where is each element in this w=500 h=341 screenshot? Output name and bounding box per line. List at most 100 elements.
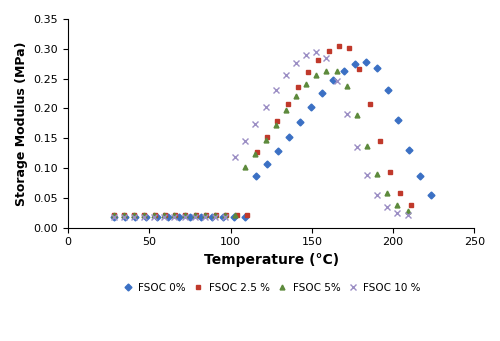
FSOC 2.5 % — [264, 135, 270, 139]
FSOC 5% — [354, 113, 360, 117]
FSOC 5% — [374, 172, 380, 176]
FSOC 0% — [428, 193, 434, 197]
FSOC 2.5 % — [316, 58, 322, 62]
FSOC 10 % — [303, 53, 309, 57]
FSOC 10 % — [364, 173, 370, 177]
FSOC 5% — [283, 108, 289, 112]
FSOC 0% — [209, 215, 215, 219]
FSOC 2.5 % — [274, 119, 280, 123]
FSOC 0% — [242, 215, 248, 219]
FSOC 5% — [252, 152, 258, 157]
Line: FSOC 2.5 %: FSOC 2.5 % — [111, 44, 413, 217]
FSOC 5% — [161, 212, 167, 217]
X-axis label: Temperature (°C): Temperature (°C) — [204, 253, 339, 267]
FSOC 2.5 % — [398, 191, 404, 195]
FSOC 0% — [406, 148, 412, 152]
FSOC 5% — [324, 69, 330, 73]
FSOC 0% — [154, 215, 160, 219]
FSOC 10 % — [242, 139, 248, 143]
FSOC 2.5 % — [295, 85, 301, 89]
FSOC 5% — [222, 212, 228, 217]
FSOC 10 % — [232, 155, 238, 159]
FSOC 0% — [297, 119, 303, 123]
FSOC 10 % — [293, 61, 299, 65]
FSOC 2.5 % — [356, 67, 362, 71]
FSOC 0% — [220, 215, 226, 219]
FSOC 10 % — [120, 215, 126, 219]
FSOC 2.5 % — [121, 212, 127, 217]
FSOC 5% — [151, 212, 157, 217]
FSOC 0% — [198, 215, 204, 219]
FSOC 0% — [330, 78, 336, 83]
FSOC 10 % — [131, 215, 137, 219]
FSOC 2.5 % — [408, 203, 414, 207]
FSOC 10 % — [314, 50, 320, 54]
FSOC 5% — [131, 212, 137, 217]
FSOC 10 % — [374, 193, 380, 197]
FSOC 0% — [286, 134, 292, 138]
FSOC 2.5 % — [142, 212, 148, 217]
FSOC 2.5 % — [203, 212, 209, 217]
FSOC 10 % — [354, 145, 360, 149]
FSOC 0% — [144, 215, 150, 219]
FSOC 0% — [275, 149, 281, 153]
FSOC 2.5 % — [366, 102, 372, 106]
FSOC 10 % — [161, 215, 167, 219]
FSOC 0% — [122, 215, 128, 219]
FSOC 0% — [110, 215, 116, 219]
FSOC 5% — [384, 191, 390, 195]
Line: FSOC 0%: FSOC 0% — [111, 60, 434, 219]
FSOC 5% — [212, 212, 218, 217]
FSOC 5% — [141, 212, 147, 217]
FSOC 0% — [188, 215, 194, 219]
FSOC 0% — [374, 66, 380, 70]
FSOC 5% — [242, 165, 248, 169]
FSOC 5% — [192, 212, 198, 217]
FSOC 2.5 % — [152, 212, 158, 217]
FSOC 0% — [418, 174, 424, 178]
FSOC 5% — [120, 212, 126, 217]
FSOC 5% — [172, 212, 177, 217]
FSOC 2.5 % — [224, 212, 230, 217]
FSOC 2.5 % — [326, 49, 332, 53]
FSOC 0% — [264, 162, 270, 166]
FSOC 10 % — [394, 210, 400, 214]
FSOC 2.5 % — [182, 212, 188, 217]
FSOC 10 % — [272, 88, 278, 92]
FSOC 2.5 % — [377, 139, 383, 143]
FSOC 5% — [334, 69, 340, 73]
FSOC 2.5 % — [387, 170, 393, 174]
FSOC 10 % — [404, 213, 410, 217]
FSOC 10 % — [212, 215, 218, 219]
FSOC 10 % — [172, 215, 177, 219]
FSOC 2.5 % — [131, 212, 137, 217]
FSOC 5% — [293, 94, 299, 98]
FSOC 5% — [182, 212, 188, 217]
FSOC 10 % — [252, 122, 258, 126]
FSOC 5% — [303, 82, 309, 86]
Line: FSOC 5%: FSOC 5% — [111, 68, 410, 217]
FSOC 0% — [362, 60, 368, 64]
FSOC 5% — [232, 212, 238, 217]
FSOC 10 % — [182, 215, 188, 219]
FSOC 10 % — [344, 112, 349, 116]
FSOC 0% — [176, 215, 182, 219]
FSOC 10 % — [192, 215, 198, 219]
Y-axis label: Storage Modulus (MPa): Storage Modulus (MPa) — [15, 41, 28, 206]
Line: FSOC 10 %: FSOC 10 % — [111, 49, 410, 220]
FSOC 2.5 % — [336, 44, 342, 48]
FSOC 10 % — [262, 105, 268, 109]
FSOC 5% — [314, 73, 320, 77]
FSOC 10 % — [222, 215, 228, 219]
FSOC 5% — [364, 145, 370, 149]
FSOC 0% — [308, 105, 314, 109]
FSOC 10 % — [283, 73, 289, 77]
FSOC 10 % — [141, 215, 147, 219]
FSOC 0% — [231, 215, 237, 219]
FSOC 10 % — [384, 205, 390, 209]
FSOC 2.5 % — [234, 212, 239, 217]
FSOC 2.5 % — [162, 212, 168, 217]
FSOC 5% — [272, 123, 278, 127]
FSOC 0% — [340, 69, 346, 73]
FSOC 2.5 % — [172, 212, 178, 217]
